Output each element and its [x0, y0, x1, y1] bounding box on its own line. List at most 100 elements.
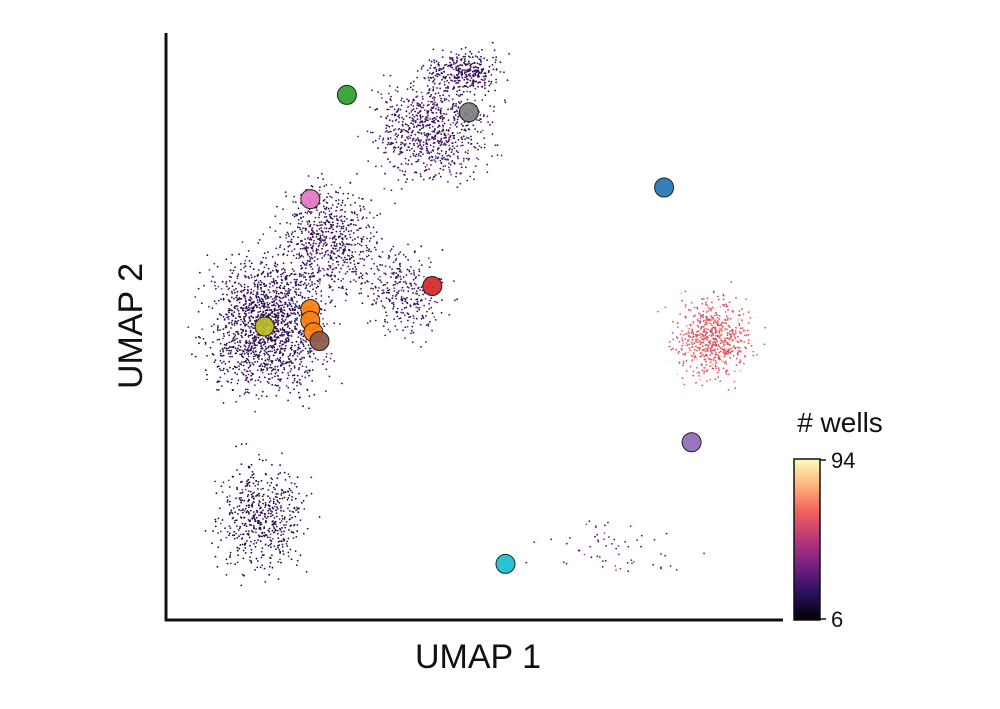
background-point	[242, 304, 245, 307]
background-point	[230, 340, 233, 343]
background-point	[242, 309, 244, 312]
background-point	[301, 356, 304, 359]
background-point	[439, 111, 442, 114]
background-point	[231, 388, 234, 391]
background-point	[716, 340, 718, 343]
background-point	[313, 223, 315, 226]
background-point	[420, 68, 423, 70]
background-point	[271, 360, 274, 362]
background-point	[317, 358, 319, 361]
background-point	[459, 172, 462, 175]
background-point	[718, 335, 720, 337]
background-point	[392, 261, 395, 264]
background-point	[256, 333, 258, 336]
background-point	[395, 277, 397, 280]
background-point	[451, 105, 454, 108]
background-point	[349, 262, 352, 264]
background-point	[434, 128, 436, 130]
background-point	[345, 217, 348, 220]
background-point	[724, 322, 726, 324]
background-point	[464, 69, 466, 71]
background-point	[447, 119, 450, 121]
background-point	[279, 464, 281, 467]
background-point	[241, 320, 244, 323]
background-point	[237, 319, 240, 322]
background-point	[247, 306, 250, 309]
background-point	[710, 307, 713, 310]
background-point	[343, 230, 345, 233]
background-point	[264, 296, 266, 298]
background-point	[295, 535, 298, 538]
background-point	[457, 138, 460, 141]
background-point	[230, 290, 233, 293]
background-point	[434, 160, 437, 163]
background-point	[318, 214, 321, 216]
background-point	[232, 345, 235, 348]
background-point	[251, 327, 254, 329]
background-point	[341, 244, 344, 247]
background-point	[222, 337, 224, 340]
background-point	[247, 532, 250, 535]
background-point	[244, 522, 247, 525]
background-point	[232, 269, 235, 272]
background-point	[342, 287, 344, 290]
background-point	[464, 129, 467, 132]
background-point	[392, 272, 395, 274]
background-point	[293, 377, 296, 380]
background-point	[258, 453, 260, 456]
background-point	[311, 235, 314, 238]
background-point	[390, 248, 393, 251]
background-point	[360, 292, 363, 295]
background-point	[341, 222, 344, 225]
background-point	[381, 97, 383, 99]
background-point	[740, 350, 742, 353]
background-point	[385, 291, 388, 294]
background-point	[427, 323, 430, 325]
background-point	[220, 539, 223, 541]
background-point	[391, 120, 394, 123]
background-point	[320, 221, 323, 223]
background-point	[481, 99, 484, 101]
background-point	[405, 162, 407, 165]
background-point	[467, 60, 470, 63]
background-point	[389, 143, 391, 146]
background-point	[321, 257, 324, 259]
background-point	[389, 250, 392, 252]
background-point	[441, 117, 444, 119]
background-point	[263, 305, 266, 308]
background-point	[432, 178, 434, 181]
background-point	[243, 312, 246, 315]
background-point	[477, 85, 479, 88]
background-point	[410, 122, 412, 124]
background-point	[737, 349, 740, 352]
background-point	[250, 548, 253, 551]
background-point	[245, 313, 248, 315]
background-point	[695, 339, 698, 341]
background-point	[378, 269, 380, 272]
background-point	[399, 262, 401, 265]
background-point	[470, 52, 473, 55]
background-point	[410, 272, 413, 275]
background-point	[486, 171, 489, 174]
background-point	[370, 199, 373, 202]
background-point	[441, 157, 443, 160]
background-point	[398, 116, 401, 119]
background-point	[300, 217, 302, 220]
background-point	[422, 64, 425, 67]
background-point	[277, 253, 280, 256]
background-point	[247, 334, 250, 337]
background-point	[437, 140, 439, 143]
background-point	[740, 319, 743, 322]
background-point	[361, 238, 364, 241]
background-point	[485, 75, 487, 78]
background-point	[259, 540, 262, 543]
background-point	[431, 125, 434, 128]
background-point	[228, 311, 230, 314]
background-point	[385, 130, 388, 132]
background-point	[463, 58, 466, 61]
background-point	[297, 222, 300, 225]
background-point	[711, 316, 713, 319]
background-point	[724, 352, 726, 354]
background-point	[684, 344, 687, 346]
background-point	[273, 291, 276, 293]
